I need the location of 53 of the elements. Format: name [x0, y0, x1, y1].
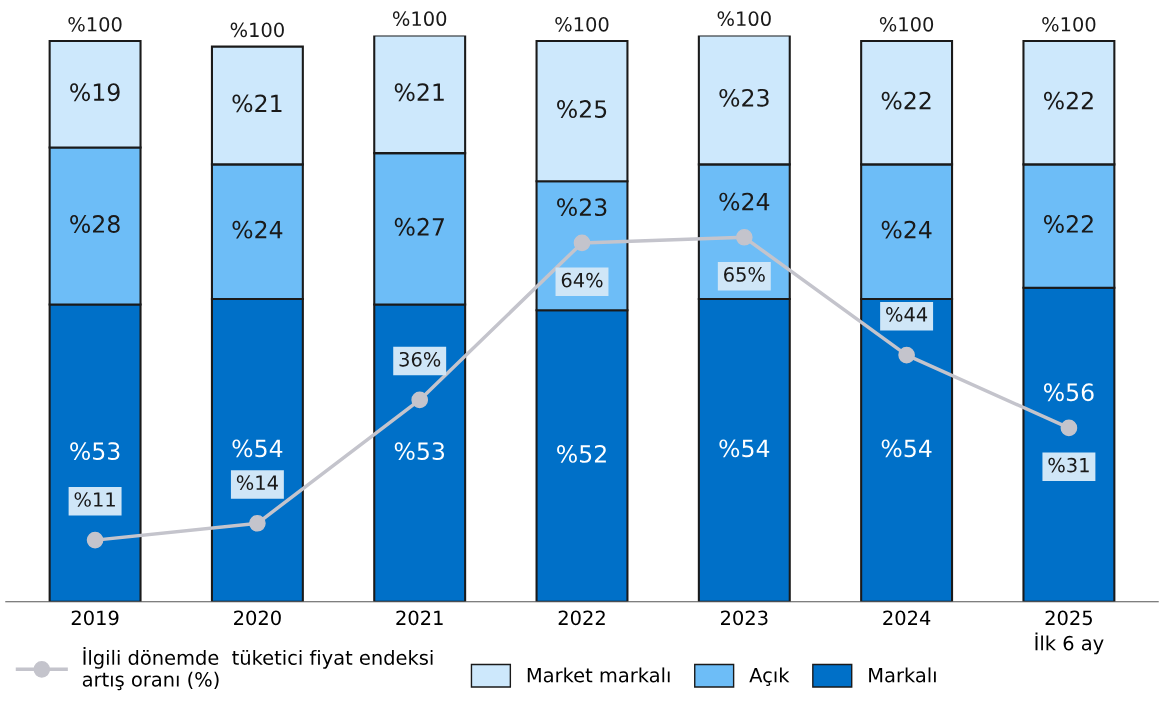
- point: [573, 234, 591, 252]
- point: [1060, 419, 1078, 437]
- data-label: %44: [886, 307, 928, 322]
- legend-label: İlgili dönemde tüketici fiyat endeksi artış oranı (%): [82, 646, 433, 691]
- data-label: %54: [881, 439, 932, 458]
- data-label: %11: [74, 492, 115, 507]
- point: [735, 228, 753, 246]
- data-label: %14: [236, 475, 278, 491]
- legend-label: Market markalı: [527, 667, 670, 683]
- data-label: %54: [719, 439, 770, 458]
- legend-label: Açık: [749, 667, 790, 686]
- point: [411, 391, 429, 409]
- data-label: 64%: [561, 272, 603, 288]
- data-label: %21: [394, 83, 444, 102]
- data-label: %22: [1043, 215, 1093, 233]
- data-label: %53: [394, 442, 445, 461]
- x-tick-label: 2020: [234, 610, 281, 626]
- total-label: %100: [392, 11, 447, 27]
- data-label: %52: [557, 444, 606, 463]
- x-tick-label: 2024: [883, 610, 931, 626]
- data-label: %21: [232, 94, 282, 113]
- total-label: %100: [1042, 16, 1096, 32]
- total-label: %100: [879, 16, 934, 32]
- data-label: %23: [719, 88, 769, 107]
- total-label: %100: [68, 16, 122, 32]
- data-label: %28: [70, 215, 120, 233]
- data-label: %23: [557, 198, 607, 217]
- legend-label: Markalı: [869, 667, 936, 683]
- total-label: %100: [717, 11, 771, 27]
- x-tick-label: 2019: [71, 610, 119, 626]
- point: [86, 531, 104, 549]
- x-tick-label: 2023: [720, 610, 768, 626]
- total-label: %100: [230, 22, 284, 38]
- x-tick-label: 2021: [396, 610, 443, 626]
- point: [249, 514, 266, 532]
- data-label: %25: [557, 100, 607, 118]
- data-label: 36%: [399, 351, 441, 367]
- data-label: %24: [881, 220, 932, 239]
- x-tick-label: 2022: [558, 610, 605, 626]
- x-tick-label: 2025 İlk 6 ay: [1035, 610, 1104, 655]
- total-label: %100: [555, 16, 609, 32]
- data-label: 65%: [724, 267, 765, 282]
- data-label: %56: [1043, 383, 1094, 402]
- data-label: %22: [1043, 91, 1093, 110]
- data-label: %53: [70, 442, 120, 461]
- data-label: %24: [719, 192, 770, 211]
- data-label: %24: [232, 220, 283, 239]
- point: [898, 346, 915, 364]
- data-label: %22: [881, 91, 931, 110]
- data-label: %31: [1048, 457, 1089, 473]
- data-label: %54: [232, 439, 283, 458]
- data-label: %19: [70, 83, 120, 102]
- data-label: %27: [394, 217, 444, 236]
